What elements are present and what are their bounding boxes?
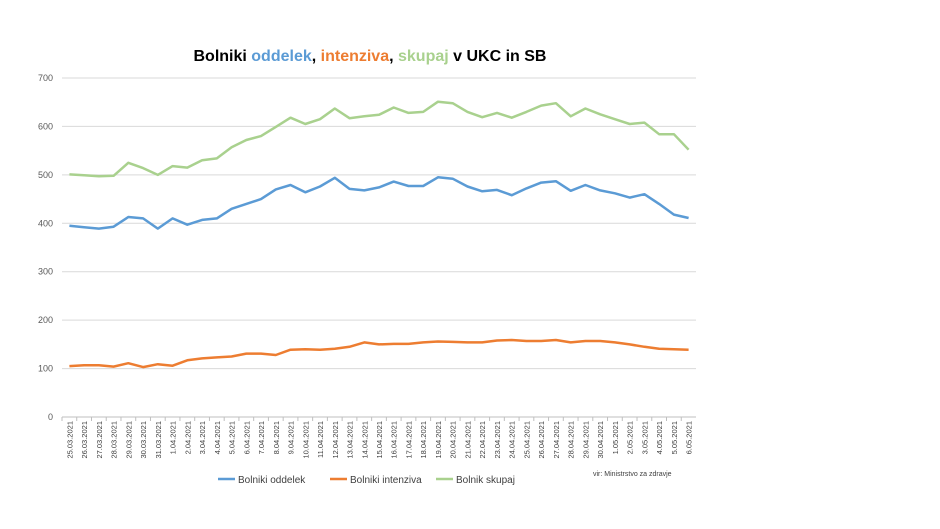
x-tick-label: 22.04.2021 bbox=[478, 421, 487, 459]
x-tick-label: 28.03.2021 bbox=[110, 421, 119, 459]
y-tick-label: 0 bbox=[48, 412, 53, 422]
x-tick-label: 17.04.2021 bbox=[404, 421, 413, 459]
source-note: vir: Ministrstvo za zdravje bbox=[593, 471, 672, 478]
y-tick-label: 700 bbox=[38, 73, 53, 83]
y-tick-label: 200 bbox=[38, 315, 53, 325]
x-tick-label: 12.04.2021 bbox=[331, 421, 340, 459]
series-line bbox=[69, 176, 689, 230]
x-tick-label: 23.04.2021 bbox=[493, 421, 502, 459]
title-part: , bbox=[389, 48, 398, 65]
x-tick-label: 29.03.2021 bbox=[124, 421, 133, 459]
x-tick-label: 11.04.2021 bbox=[316, 421, 325, 458]
x-tick-label: 7.04.2021 bbox=[257, 421, 266, 454]
x-tick-label: 21.04.2021 bbox=[463, 421, 472, 459]
x-tick-label: 18.04.2021 bbox=[419, 421, 428, 459]
title-part: intenziva bbox=[321, 48, 390, 65]
x-tick-label: 8.04.2021 bbox=[272, 421, 281, 454]
x-tick-label: 24.04.2021 bbox=[508, 421, 517, 459]
x-tick-label: 26.04.2021 bbox=[537, 421, 546, 459]
x-tick-label: 5.05.2021 bbox=[670, 421, 679, 454]
x-tick-label: 27.04.2021 bbox=[552, 421, 561, 459]
x-tick-label: 31.03.2021 bbox=[154, 421, 163, 459]
x-tick-label: 4.04.2021 bbox=[213, 421, 222, 454]
y-tick-label: 300 bbox=[38, 267, 53, 277]
x-tick-label: 25.04.2021 bbox=[522, 421, 531, 459]
x-tick-label: 3.04.2021 bbox=[198, 421, 207, 454]
title-part: , bbox=[312, 48, 321, 65]
x-tick-label: 1.05.2021 bbox=[611, 421, 620, 454]
x-tick-label: 29.04.2021 bbox=[581, 421, 590, 459]
x-tick-label: 9.04.2021 bbox=[287, 421, 296, 454]
title-part: oddelek bbox=[251, 48, 312, 65]
x-tick-label: 15.04.2021 bbox=[375, 421, 384, 459]
x-tick-label: 27.03.2021 bbox=[95, 421, 104, 459]
title-part: Bolniki bbox=[194, 48, 252, 65]
x-tick-label: 26.03.2021 bbox=[80, 421, 89, 459]
x-tick-label: 10.04.2021 bbox=[301, 421, 310, 459]
legend-label: Bolniki intenziva bbox=[350, 475, 422, 486]
x-tick-label: 20.04.2021 bbox=[449, 421, 458, 459]
title-part: skupaj bbox=[398, 48, 449, 65]
title-part: v UKC in SB bbox=[449, 48, 547, 65]
x-tick-label: 1.04.2021 bbox=[169, 421, 178, 454]
x-tick-label: 6.05.2021 bbox=[685, 421, 694, 454]
x-tick-label: 19.04.2021 bbox=[434, 421, 443, 459]
x-tick-label: 16.04.2021 bbox=[390, 421, 399, 459]
x-tick-label: 2.05.2021 bbox=[626, 421, 635, 454]
x-tick-label: 2.04.2021 bbox=[183, 421, 192, 454]
x-tick-label: 5.04.2021 bbox=[228, 421, 237, 454]
x-tick-label: 30.03.2021 bbox=[139, 421, 148, 459]
x-tick-label: 6.04.2021 bbox=[242, 421, 251, 454]
y-tick-label: 600 bbox=[38, 121, 53, 131]
chart-title: Bolniki oddelek, intenziva, skupaj v UKC… bbox=[194, 48, 547, 65]
x-tick-label: 25.03.2021 bbox=[65, 421, 74, 459]
series-line bbox=[69, 338, 689, 369]
series-line bbox=[69, 100, 690, 178]
x-tick-label: 13.04.2021 bbox=[346, 421, 355, 459]
x-tick-label: 4.05.2021 bbox=[655, 421, 664, 454]
legend-label: Bolniki oddelek bbox=[238, 475, 306, 486]
x-tick-label: 3.05.2021 bbox=[640, 421, 649, 454]
y-tick-label: 500 bbox=[38, 170, 53, 180]
x-tick-label: 14.04.2021 bbox=[360, 421, 369, 459]
legend-label: Bolnik skupaj bbox=[456, 475, 515, 486]
y-tick-label: 100 bbox=[38, 364, 53, 374]
x-tick-label: 28.04.2021 bbox=[567, 421, 576, 459]
x-tick-label: 30.04.2021 bbox=[596, 421, 605, 459]
y-tick-label: 400 bbox=[38, 218, 53, 228]
